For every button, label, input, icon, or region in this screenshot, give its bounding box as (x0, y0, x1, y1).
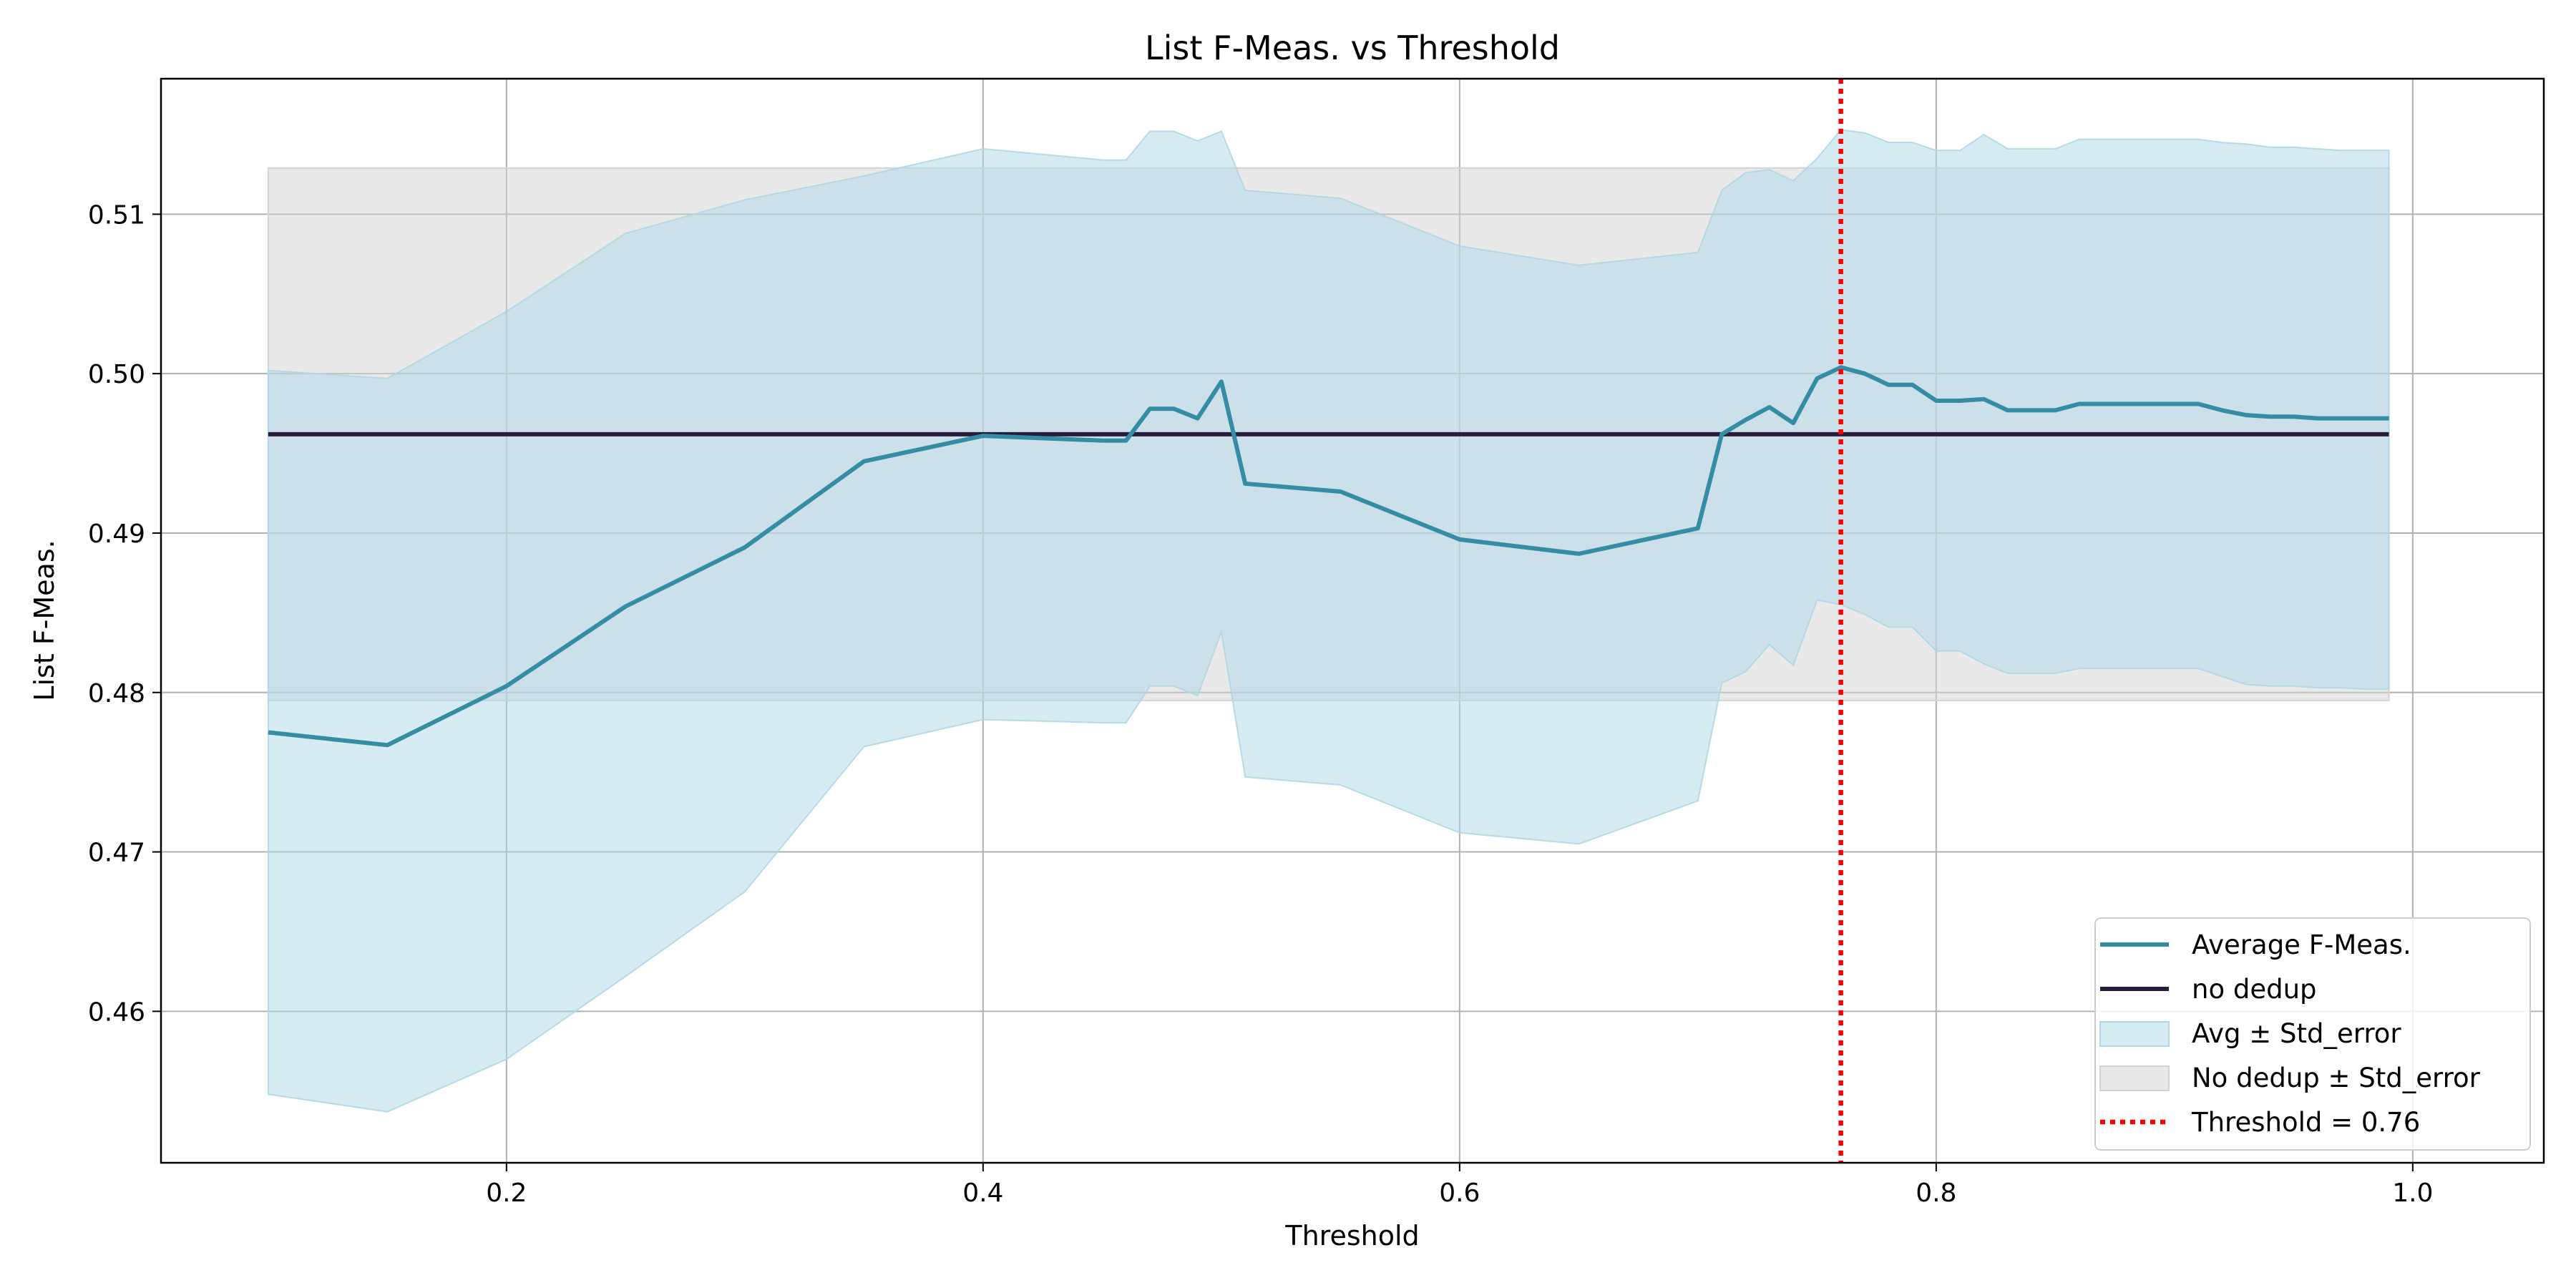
x-tick-label-2: 0.6 (1439, 1179, 1480, 1208)
y-tick-label-5: 0.51 (88, 200, 145, 230)
average-line (268, 365, 2389, 748)
x-tick-label-3: 0.8 (1916, 1179, 1956, 1208)
legend-item-3: No dedup ± Std_error (2099, 1063, 2481, 1093)
plot-frame (160, 77, 2545, 1164)
legend-swatch-2 (2099, 1021, 2170, 1047)
legend-item-1: no dedup (2100, 974, 2317, 1005)
x-tick-label-0: 0.2 (486, 1179, 527, 1208)
y-tick-label-0: 0.46 (88, 997, 145, 1027)
chart-title: List F-Meas. vs Threshold (1145, 29, 1560, 67)
legend-label-2: Avg ± Std_error (2192, 1018, 2401, 1049)
y-tick-label-3: 0.49 (88, 519, 145, 549)
legend: Average F-Meas. no dedup Avg ± Std_error No… (2094, 917, 2531, 1151)
legend-label-1: no dedup (2192, 974, 2317, 1005)
legend-item-2: Avg ± Std_error (2099, 1018, 2401, 1049)
legend-item-0: Average F-Meas. (2100, 930, 2411, 960)
x-axis-label: Threshold (1284, 1220, 1419, 1252)
x-tick-label-4: 1.0 (2392, 1179, 2433, 1208)
legend-frame (2094, 917, 2531, 1151)
series-lines (268, 79, 2389, 1163)
legend-label-4: Threshold = 0.76 (2191, 1107, 2420, 1138)
x-tick-label-1: 0.4 (962, 1179, 1003, 1208)
legend-swatch-3 (2099, 1065, 2170, 1091)
y-tick-label-2: 0.48 (88, 679, 145, 708)
ticks: 0.2 0.4 0.6 0.8 1.0 0.46 0.47 0.48 0.49 0.50 0.51 (88, 200, 2434, 1208)
legend-label-3: No dedup ± Std_error (2192, 1063, 2481, 1093)
y-tick-label-1: 0.47 (88, 839, 145, 868)
legend-label-0: Average F-Meas. (2192, 930, 2411, 960)
legend-item-4: Threshold = 0.76 (2100, 1107, 2420, 1138)
y-axis-label: List F-Meas. (29, 540, 60, 701)
average-band (267, 129, 2390, 1113)
y-tick-label-4: 0.50 (88, 360, 145, 389)
